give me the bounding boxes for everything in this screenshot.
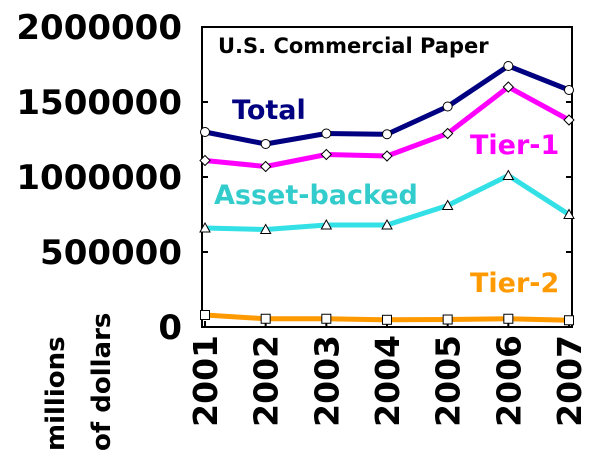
data-point-tier-2 — [382, 314, 392, 325]
series-label-total: Total — [232, 95, 306, 126]
x-tick-label: 2002 — [247, 335, 286, 427]
data-point-asset-backed — [441, 199, 454, 210]
y-tick-label: 1000000 — [16, 158, 182, 198]
data-point-asset-backed — [381, 218, 393, 230]
data-point-asset-backed — [199, 221, 211, 233]
series-label-asset-backed: Asset-backed — [214, 180, 418, 211]
data-point-tier-2 — [321, 313, 332, 324]
series-label-tier-1: Tier-1 — [470, 130, 559, 161]
x-tick-label: 2001 — [186, 335, 225, 427]
data-point-tier-1 — [441, 127, 454, 140]
data-point-total — [260, 139, 271, 149]
x-tick-label: 2005 — [429, 335, 468, 427]
data-point-tier-2 — [200, 310, 210, 320]
data-point-tier-1 — [320, 148, 333, 161]
y-axis-label-line-1: millions — [41, 336, 71, 451]
x-tick-label: 2007 — [550, 335, 589, 427]
data-point-total — [564, 85, 574, 95]
x-tick-label: 2003 — [307, 335, 346, 427]
data-point-asset-backed — [320, 218, 333, 230]
data-point-total — [200, 127, 210, 137]
data-point-total — [382, 129, 392, 140]
x-tick-label: 2006 — [489, 335, 528, 427]
y-tick-label: 0 — [158, 308, 182, 348]
data-point-tier-1 — [381, 150, 393, 162]
series-layer — [199, 61, 575, 326]
y-axis-label-line-2: of dollars — [87, 313, 117, 451]
data-point-asset-backed — [259, 223, 272, 234]
data-point-total — [503, 61, 514, 71]
data-point-total — [321, 128, 332, 139]
data-point-tier-1 — [563, 114, 575, 126]
data-point-total — [442, 101, 453, 112]
y-tick-label: 1500000 — [16, 83, 182, 123]
data-point-tier-2 — [260, 313, 271, 324]
data-point-tier-1 — [259, 160, 272, 173]
data-point-asset-backed — [502, 169, 515, 180]
data-point-tier-1 — [199, 154, 211, 167]
y-axis-ticks: 0 500000 1000000 1500000 2000000 — [16, 8, 572, 348]
data-point-tier-2 — [442, 314, 453, 325]
series-label-tier-2: Tier-2 — [470, 268, 559, 299]
y-tick-label: 500000 — [40, 233, 182, 273]
data-point-asset-backed — [563, 208, 575, 219]
data-point-tier-1 — [502, 81, 515, 93]
y-tick-label: 2000000 — [16, 8, 182, 48]
chart-title: U.S. Commercial Paper — [218, 34, 489, 58]
x-tick-label: 2004 — [368, 335, 407, 427]
data-point-tier-2 — [564, 315, 574, 326]
x-axis-ticks: 2001 2002 2003 2004 2005 2006 2007 — [186, 321, 589, 427]
data-point-tier-2 — [503, 313, 514, 324]
